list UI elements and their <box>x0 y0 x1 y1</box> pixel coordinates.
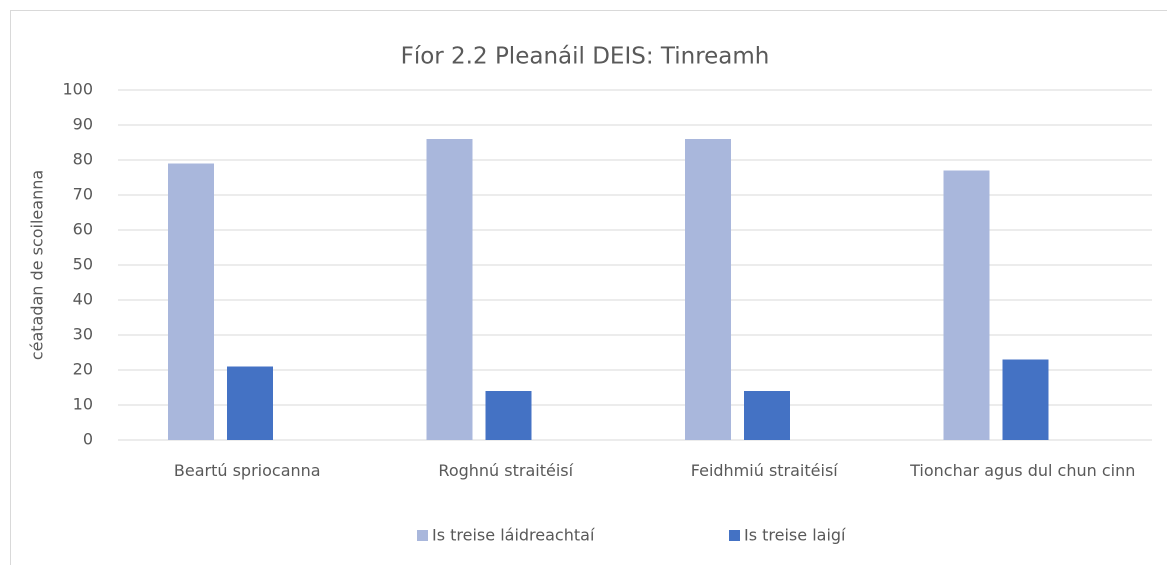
bar <box>1002 359 1049 440</box>
y-tick-label: 10 <box>73 395 93 414</box>
x-tick-label-box: Feidhmiú straitéisí <box>690 461 838 480</box>
y-tick-label: 90 <box>73 115 93 134</box>
x-tick-label: Roghnú straitéisí <box>438 461 574 480</box>
bar <box>426 139 473 440</box>
x-tick-label: Beartú spriocanna <box>173 461 321 480</box>
x-tick-label-box: Beartú spriocanna <box>173 461 321 480</box>
bar <box>943 170 990 440</box>
y-tick-label: 40 <box>73 290 93 309</box>
y-tick-label: 0 <box>83 430 93 449</box>
x-tick-label: Tionchar agus dul chun cinn <box>910 461 1136 480</box>
legend-swatch <box>417 530 428 541</box>
y-tick-label: 100 <box>62 80 93 99</box>
y-tick-label: 30 <box>73 325 93 344</box>
x-tick-label-box: Tionchar agus dul chun cinn <box>910 461 1136 480</box>
chart-title: Fíor 2.2 Pleanáil DEIS: Tinreamh <box>401 44 770 70</box>
x-tick-label-box: Roghnú straitéisí <box>438 461 574 480</box>
y-tick-label: 70 <box>73 185 93 204</box>
bar <box>685 139 731 440</box>
y-tick-label: 60 <box>73 220 93 239</box>
legend-label: Is treise laigí <box>744 526 846 545</box>
bar <box>744 391 790 440</box>
y-tick-label: 80 <box>73 150 93 169</box>
bar <box>485 391 532 440</box>
legend-swatch <box>729 530 740 541</box>
y-tick-label: 50 <box>73 255 93 274</box>
bar <box>168 163 214 440</box>
x-tick-label: Feidhmiú straitéisí <box>690 461 838 480</box>
y-tick-label: 20 <box>73 360 93 379</box>
legend-label: Is treise láidreachtaí <box>432 526 595 545</box>
y-axis-label: céatadan de scoileanna <box>28 170 47 360</box>
bar <box>227 366 273 440</box>
